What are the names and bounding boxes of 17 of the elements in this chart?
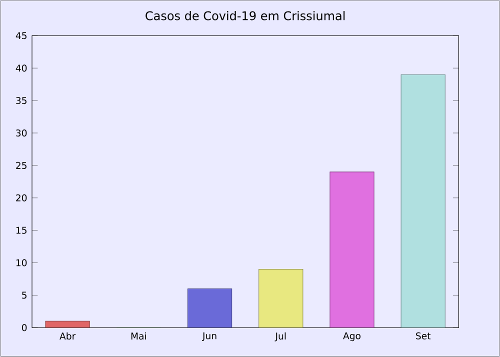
y-tick-label: 20 xyxy=(16,194,27,202)
y-tick-label: 10 xyxy=(16,259,27,266)
y-tick-label: 5 xyxy=(22,292,26,299)
x-tick-label: Set xyxy=(416,332,431,340)
x-tick-label: Abr xyxy=(60,332,76,340)
y-tick-label: 25 xyxy=(16,162,26,169)
x-tick-label: Ago xyxy=(343,332,360,342)
y-tick-label: 15 xyxy=(16,226,26,234)
y-tick-label: 35 xyxy=(16,97,26,104)
x-tick-label: Jun xyxy=(202,332,216,342)
x-tick-label: Mai xyxy=(131,332,146,340)
y-tick-label: 30 xyxy=(16,129,27,137)
y-tick-label: 40 xyxy=(16,64,27,72)
y-tick-label: 45 xyxy=(16,32,26,40)
chart-title: Casos de Covid-19 em Crissiumal xyxy=(146,11,345,20)
x-tick-label: Jul xyxy=(274,332,286,342)
y-tick-label: 0 xyxy=(22,324,27,332)
